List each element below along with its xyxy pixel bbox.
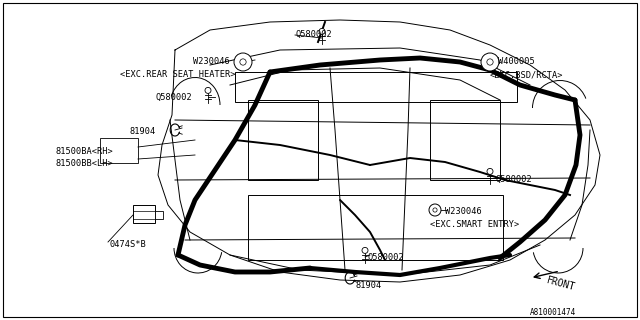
Bar bbox=[133, 205, 155, 223]
Text: 81500BA<RH>: 81500BA<RH> bbox=[55, 147, 113, 156]
Circle shape bbox=[205, 87, 211, 93]
Circle shape bbox=[433, 208, 437, 212]
Text: W400005: W400005 bbox=[498, 57, 535, 66]
Text: Q580002: Q580002 bbox=[495, 175, 532, 184]
Text: Q580002: Q580002 bbox=[155, 93, 192, 102]
Circle shape bbox=[240, 59, 246, 65]
Text: 81500BB<LH>: 81500BB<LH> bbox=[55, 159, 113, 168]
Text: Q580002: Q580002 bbox=[295, 30, 332, 39]
Bar bbox=[248, 100, 318, 180]
Circle shape bbox=[362, 247, 368, 253]
Bar bbox=[248, 195, 503, 260]
Bar bbox=[100, 138, 138, 163]
Circle shape bbox=[487, 168, 493, 174]
Text: W230046: W230046 bbox=[445, 207, 482, 216]
Circle shape bbox=[481, 53, 499, 71]
Text: <EXC.BSD/RCTA>: <EXC.BSD/RCTA> bbox=[490, 70, 563, 79]
Circle shape bbox=[234, 53, 252, 71]
Text: FRONT: FRONT bbox=[545, 275, 576, 292]
Text: <EXC.REAR SEAT HEATER>: <EXC.REAR SEAT HEATER> bbox=[120, 70, 236, 79]
Text: 81904: 81904 bbox=[355, 281, 381, 290]
Circle shape bbox=[429, 204, 441, 216]
Bar bbox=[155, 211, 163, 219]
Text: Q580002: Q580002 bbox=[368, 253, 404, 262]
Bar bbox=[430, 100, 500, 180]
Text: 0474S*B: 0474S*B bbox=[110, 240, 147, 249]
Text: W230046: W230046 bbox=[193, 57, 230, 66]
Text: 81904: 81904 bbox=[130, 127, 156, 136]
Bar bbox=[235, 72, 517, 102]
Circle shape bbox=[487, 59, 493, 65]
Circle shape bbox=[319, 28, 325, 34]
Text: <EXC.SMART ENTRY>: <EXC.SMART ENTRY> bbox=[430, 220, 519, 229]
Text: A810001474: A810001474 bbox=[530, 308, 576, 317]
